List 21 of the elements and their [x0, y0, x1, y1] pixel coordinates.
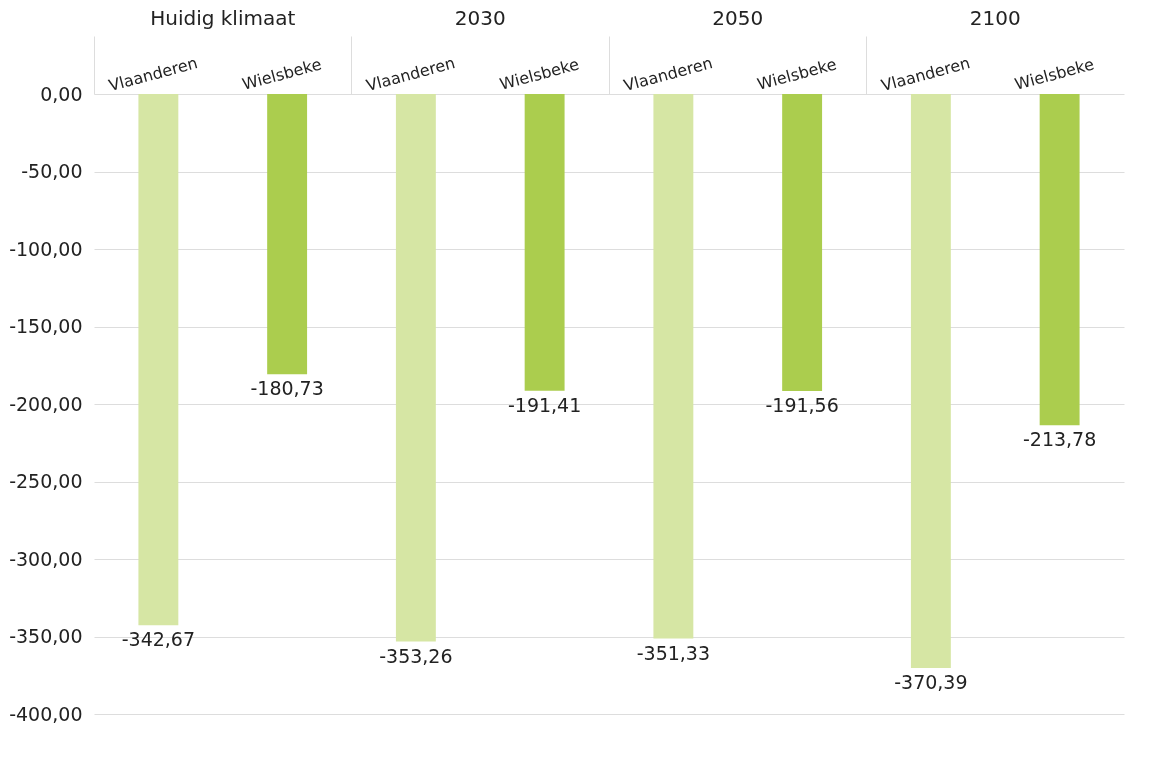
- y-tick-label: -350,00: [9, 625, 83, 647]
- y-tick-label: -150,00: [9, 315, 83, 337]
- y-tick-label: 0,00: [40, 82, 83, 105]
- y-tick-label: -300,00: [9, 547, 83, 570]
- data-label: -342,67: [121, 628, 196, 651]
- data-label: -213,78: [1022, 428, 1097, 451]
- y-tick-label: -200,00: [9, 392, 83, 415]
- data-label: -180,73: [250, 377, 324, 400]
- data-label: -351,33: [636, 641, 711, 664]
- y-tick-label: -100,00: [9, 237, 83, 260]
- x-tick-label: Huidig klimaat: [150, 5, 296, 30]
- data-label: -370,39: [894, 671, 968, 694]
- y-tick-label: -50,00: [21, 160, 83, 182]
- y-tick-label: -250,00: [9, 470, 83, 492]
- x-tick-label: 2050: [712, 5, 764, 30]
- x-tick-label: 2030: [454, 5, 506, 30]
- data-label: -191,56: [765, 393, 839, 416]
- x-tick-label: 2100: [969, 5, 1021, 30]
- y-tick-label: -400,00: [9, 702, 83, 725]
- data-label: -353,26: [379, 644, 453, 667]
- data-label: -191,41: [507, 393, 582, 416]
